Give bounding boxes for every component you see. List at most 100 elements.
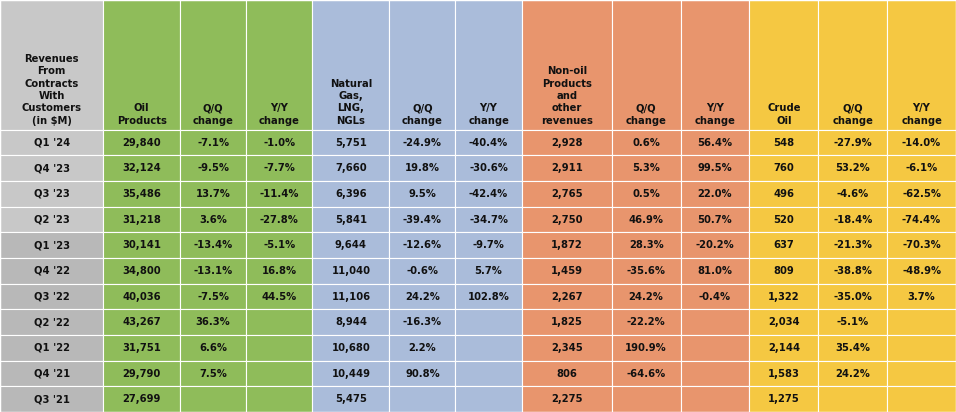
Text: 809: 809 [773, 266, 794, 276]
Bar [887, 386, 956, 412]
Bar [681, 386, 750, 412]
Text: Q4 '21: Q4 '21 [33, 368, 70, 379]
Bar [612, 130, 681, 155]
Bar [681, 284, 750, 309]
Bar [389, 258, 455, 284]
Text: 6,396: 6,396 [335, 189, 367, 199]
Text: -24.9%: -24.9% [402, 138, 442, 147]
Text: 28.3%: 28.3% [629, 240, 663, 250]
Bar [389, 309, 455, 335]
Text: 520: 520 [773, 215, 794, 225]
Bar [389, 232, 455, 258]
Text: -48.9%: -48.9% [902, 266, 941, 276]
Text: -27.9%: -27.9% [834, 138, 872, 147]
Bar [818, 155, 887, 181]
Bar [750, 232, 818, 258]
Text: Q1 '23: Q1 '23 [33, 240, 70, 250]
Text: 1,459: 1,459 [551, 266, 583, 276]
Bar [389, 360, 455, 386]
Bar [103, 335, 180, 360]
Text: 35.4%: 35.4% [836, 343, 870, 353]
Bar [455, 155, 522, 181]
Bar [180, 181, 247, 207]
Text: Q2 '22: Q2 '22 [33, 317, 70, 327]
Bar [389, 284, 455, 309]
Text: 13.7%: 13.7% [196, 189, 230, 199]
Bar [313, 232, 389, 258]
Bar [681, 181, 750, 207]
Bar [389, 155, 455, 181]
Bar [750, 386, 818, 412]
Text: 24.2%: 24.2% [629, 292, 663, 302]
Text: -42.4%: -42.4% [469, 189, 509, 199]
Text: -34.7%: -34.7% [469, 215, 508, 225]
Text: -1.0%: -1.0% [263, 138, 295, 147]
Bar [750, 0, 818, 130]
Bar [750, 258, 818, 284]
Text: 9.5%: 9.5% [408, 189, 436, 199]
Bar [0, 360, 103, 386]
Text: 32,124: 32,124 [122, 163, 161, 173]
Bar [0, 232, 103, 258]
Text: -20.2%: -20.2% [696, 240, 734, 250]
Bar [247, 155, 313, 181]
Bar [887, 181, 956, 207]
Text: -35.0%: -35.0% [834, 292, 872, 302]
Text: 24.2%: 24.2% [405, 292, 440, 302]
Text: -14.0%: -14.0% [902, 138, 942, 147]
Bar [313, 155, 389, 181]
Text: 2,750: 2,750 [551, 215, 582, 225]
Bar [389, 181, 455, 207]
Bar [750, 130, 818, 155]
Bar [522, 232, 612, 258]
Text: 35,486: 35,486 [122, 189, 162, 199]
Bar [612, 155, 681, 181]
Bar [0, 386, 103, 412]
Bar [0, 284, 103, 309]
Text: 5,841: 5,841 [335, 215, 367, 225]
Text: 806: 806 [556, 368, 577, 379]
Text: 0.5%: 0.5% [632, 189, 660, 199]
Text: Q4 '23: Q4 '23 [33, 163, 70, 173]
Bar [103, 130, 180, 155]
Bar [103, 0, 180, 130]
Text: 11,040: 11,040 [332, 266, 370, 276]
Text: 5,475: 5,475 [335, 394, 367, 404]
Bar [818, 309, 887, 335]
Text: -12.6%: -12.6% [402, 240, 442, 250]
Bar [522, 335, 612, 360]
Bar [818, 0, 887, 130]
Bar [750, 360, 818, 386]
Bar [612, 386, 681, 412]
Bar [522, 386, 612, 412]
Text: -13.4%: -13.4% [193, 240, 233, 250]
Text: -9.5%: -9.5% [197, 163, 229, 173]
Bar [612, 207, 681, 232]
Text: 2,345: 2,345 [551, 343, 582, 353]
Text: -21.3%: -21.3% [834, 240, 872, 250]
Bar [389, 386, 455, 412]
Bar [180, 284, 247, 309]
Text: 24.2%: 24.2% [836, 368, 870, 379]
Text: 34,800: 34,800 [122, 266, 161, 276]
Bar [180, 309, 247, 335]
Text: -18.4%: -18.4% [833, 215, 873, 225]
Bar [887, 232, 956, 258]
Bar [389, 335, 455, 360]
Text: -40.4%: -40.4% [469, 138, 509, 147]
Text: Crude
Oil: Crude Oil [767, 103, 800, 126]
Text: 0.6%: 0.6% [632, 138, 660, 147]
Bar [247, 284, 313, 309]
Bar [180, 360, 247, 386]
Bar [247, 335, 313, 360]
Text: Y/Y
change: Y/Y change [902, 103, 942, 126]
Text: 43,267: 43,267 [122, 317, 161, 327]
Text: -6.1%: -6.1% [905, 163, 938, 173]
Bar [313, 284, 389, 309]
Text: 50.7%: 50.7% [698, 215, 732, 225]
Bar [0, 181, 103, 207]
Text: 102.8%: 102.8% [467, 292, 510, 302]
Bar [455, 130, 522, 155]
Text: 2,928: 2,928 [551, 138, 582, 147]
Bar [103, 284, 180, 309]
